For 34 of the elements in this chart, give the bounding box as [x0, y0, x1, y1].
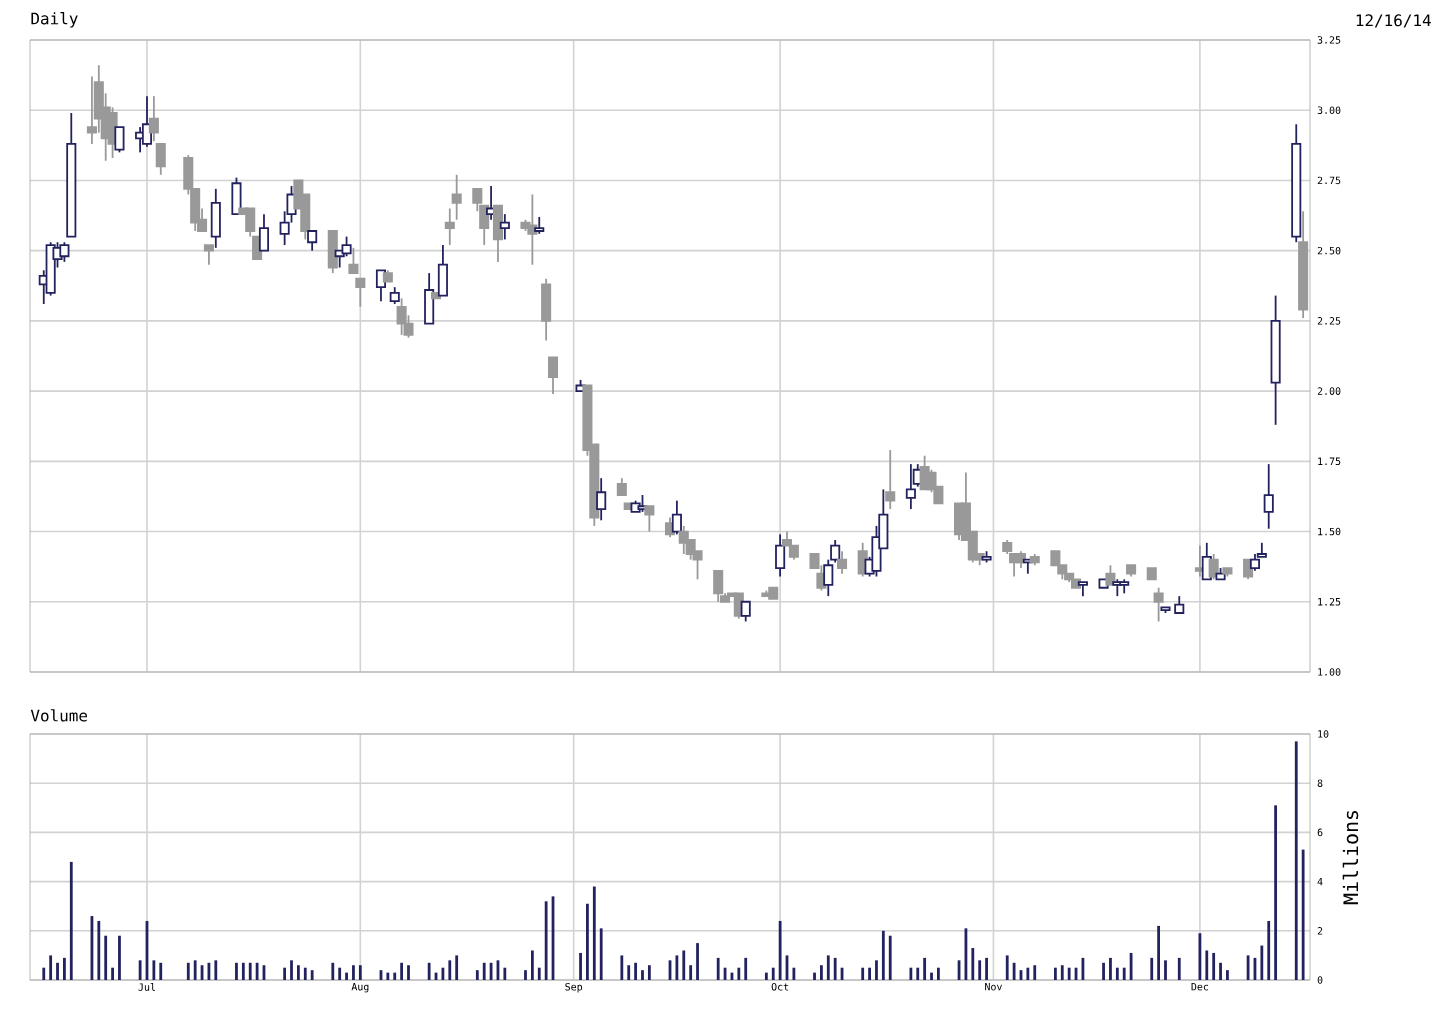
candlestick: [210, 187, 221, 249]
candlestick: [905, 463, 916, 510]
candlestick: [499, 213, 510, 241]
candlestick: [671, 499, 682, 536]
candlestick: [258, 213, 270, 252]
candlestick: [1105, 564, 1116, 586]
candlestick: [341, 235, 352, 258]
candlestick: [114, 126, 125, 154]
candlestick: [451, 173, 462, 221]
candlestick: [437, 244, 448, 297]
candlestick: [740, 600, 751, 623]
candlestick: [231, 176, 242, 216]
candlestick: [527, 193, 538, 266]
candlestick: [678, 525, 689, 555]
candlestick: [541, 277, 552, 342]
candlestick: [1153, 586, 1164, 623]
candlestick: [885, 449, 896, 510]
candlestick: [444, 207, 455, 246]
candlestick: [1263, 463, 1274, 530]
candlestick: [355, 277, 366, 308]
candlestick: [644, 505, 655, 533]
candlestick: [307, 230, 318, 252]
candlestick: [547, 356, 559, 395]
candlestick: [155, 143, 166, 176]
candlestick: [348, 246, 359, 275]
y-axis-title: Millions: [1342, 810, 1359, 905]
candlestick: [596, 477, 607, 522]
candlestick: [775, 533, 786, 578]
candlestick: [327, 230, 338, 275]
candlestick: [492, 204, 503, 263]
candlestick: [396, 297, 407, 336]
candlestick: [837, 550, 848, 575]
candlestick: [203, 244, 214, 266]
candlestick: [148, 95, 159, 143]
